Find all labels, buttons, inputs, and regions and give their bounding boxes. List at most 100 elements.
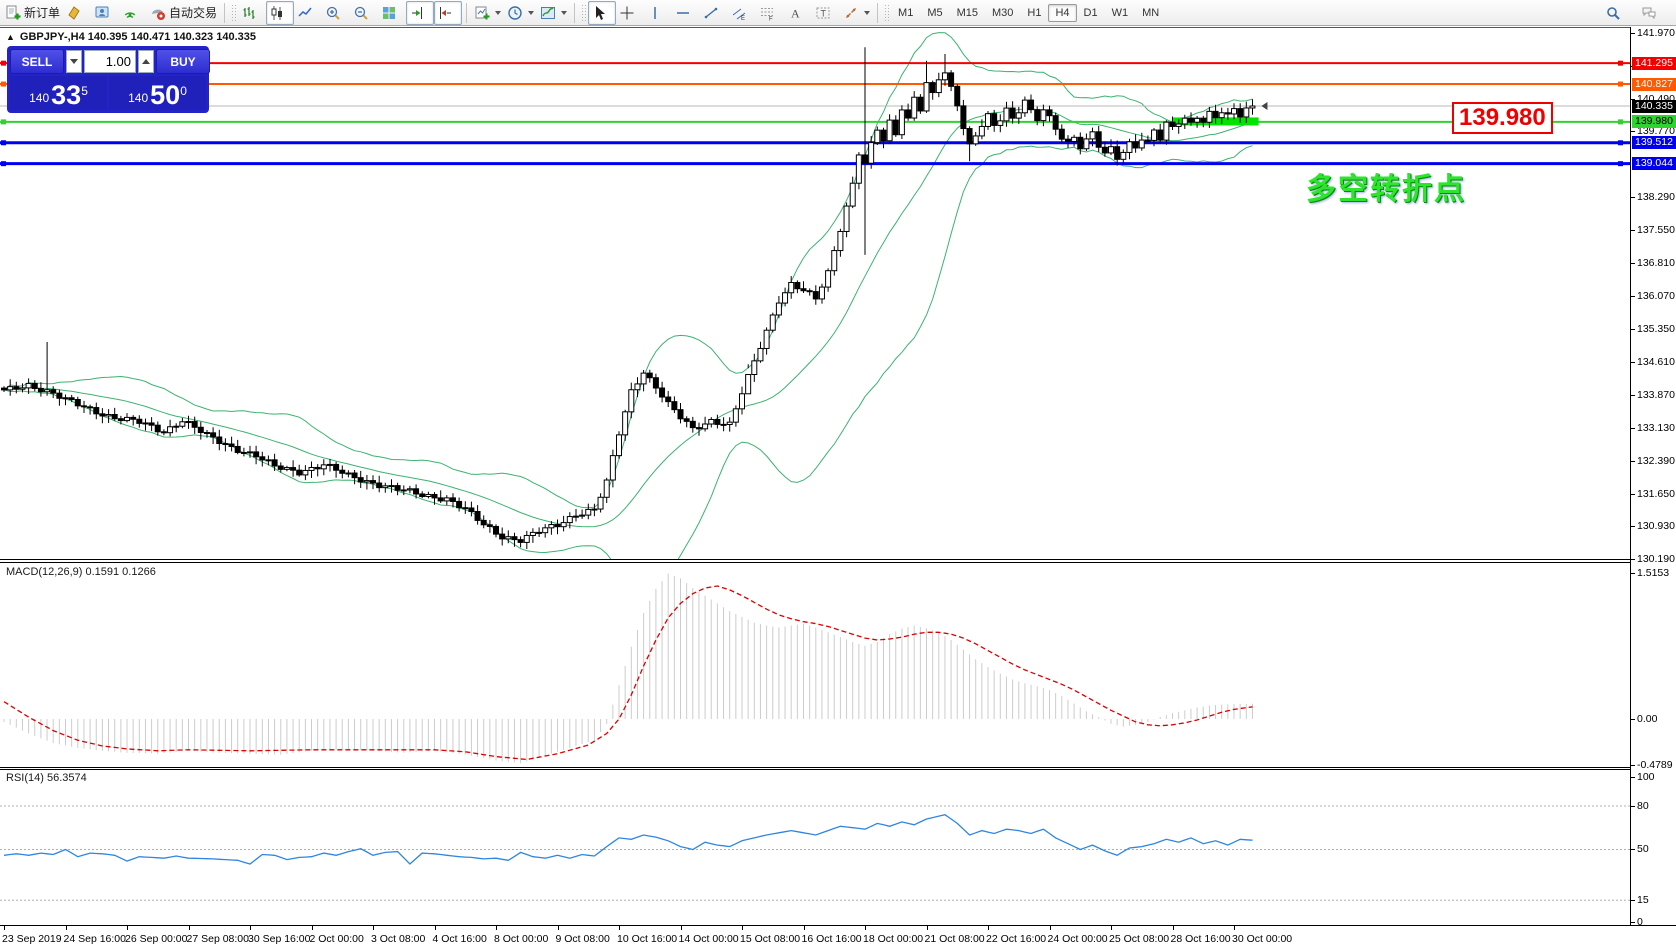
- bid-price-display[interactable]: 140 33 5: [10, 76, 107, 110]
- axis-tick: [1631, 197, 1635, 199]
- auto-scroll-icon: [437, 5, 453, 21]
- time-tick: [65, 926, 67, 930]
- price-tick-label: 131.650: [1637, 487, 1675, 500]
- tf-mn-button[interactable]: MN: [1142, 6, 1160, 19]
- vline-button[interactable]: [644, 1, 672, 25]
- time-tick: [311, 926, 313, 930]
- time-tick: [1049, 926, 1051, 930]
- price-badge-139.512: 139.512: [1632, 136, 1676, 150]
- chat-button[interactable]: [1638, 1, 1666, 25]
- search-button[interactable]: [1602, 1, 1630, 25]
- toolbar-grip[interactable]: [884, 3, 890, 22]
- market-watch-button[interactable]: [91, 1, 119, 25]
- main-chart-pane[interactable]: [0, 27, 1630, 560]
- time-tick-label: 25 Oct 08:00: [1109, 933, 1170, 945]
- turning-point-note[interactable]: 多空转折点: [1306, 173, 1466, 206]
- tf-h1-button[interactable]: H1: [1027, 6, 1042, 19]
- price-badge-139.980: 139.980: [1632, 115, 1676, 129]
- candlestick-icon: [269, 5, 285, 21]
- signals-icon: [122, 5, 138, 21]
- volume-input[interactable]: [84, 50, 136, 73]
- axis-tick: [1631, 328, 1635, 330]
- signals-button[interactable]: [119, 1, 147, 25]
- zoom-out-button[interactable]: [350, 1, 378, 25]
- channel-icon: E: [731, 5, 747, 21]
- bar-chart-button[interactable]: [238, 1, 266, 25]
- cursor-button[interactable]: [588, 0, 617, 25]
- price-callout-text-object[interactable]: 139.980: [1452, 102, 1553, 134]
- rsi-scale-label: 15: [1637, 894, 1649, 907]
- axis-tick: [1631, 131, 1635, 133]
- tf-w1-button[interactable]: W1: [1111, 6, 1129, 19]
- ask-price-display[interactable]: 140 50 0: [109, 76, 206, 110]
- period-button[interactable]: [504, 1, 537, 25]
- crosshair-button[interactable]: [616, 1, 644, 25]
- volume-decrease-button[interactable]: [66, 50, 82, 73]
- shift-end-button[interactable]: [406, 0, 435, 25]
- tf-m1-button[interactable]: M1: [898, 6, 914, 19]
- time-tick-label: 2 Oct 00:00: [309, 933, 364, 945]
- chevron-down-icon[interactable]: [528, 10, 535, 15]
- one-click-trade-panel: SELL BUY 140 33 5 140 50 0: [7, 46, 210, 113]
- candlestick-button[interactable]: [266, 0, 295, 25]
- chevron-down-icon[interactable]: [561, 10, 568, 15]
- time-tick-label: 10 Oct 16:00: [617, 933, 678, 945]
- axis-tick: [1631, 849, 1635, 851]
- toolbar-separator: [574, 2, 576, 23]
- arrows-button[interactable]: [840, 1, 873, 25]
- axis-tick: [1631, 460, 1635, 462]
- time-tick-label: 9 Oct 08:00: [555, 933, 610, 945]
- price-tick-label: 133.130: [1637, 421, 1675, 434]
- time-tick-label: 15 Oct 08:00: [740, 933, 801, 945]
- tf-m5-button[interactable]: M5: [927, 6, 943, 19]
- buy-button[interactable]: BUY: [156, 49, 210, 74]
- axis-tick: [1631, 263, 1635, 265]
- chart-profile-button[interactable]: [63, 1, 91, 25]
- chevron-down-icon[interactable]: [495, 10, 502, 15]
- new-order-button-label: 新订单: [24, 6, 61, 20]
- fibonacci-button[interactable]: F: [756, 1, 784, 25]
- rsi-scale-label: 50: [1637, 843, 1649, 856]
- macd-pane[interactable]: [0, 562, 1630, 768]
- auto-scroll-button[interactable]: [434, 0, 463, 25]
- label-button[interactable]: T: [812, 1, 840, 25]
- price-axis[interactable]: 141.970141.230140.490139.770138.290137.5…: [1630, 27, 1676, 928]
- line-chart-button[interactable]: [294, 1, 322, 25]
- volume-increase-button[interactable]: [138, 50, 154, 73]
- sell-button[interactable]: SELL: [10, 49, 64, 74]
- auto-trading-button[interactable]: 自动交易: [147, 1, 220, 25]
- trendline-button[interactable]: [700, 1, 728, 25]
- tile-windows-button[interactable]: [378, 1, 406, 25]
- macd-scale-label: 0.00: [1637, 713, 1658, 725]
- tf-m30-button[interactable]: M30: [992, 6, 1014, 19]
- text-button[interactable]: A: [784, 1, 812, 25]
- svg-text:E: E: [741, 16, 745, 21]
- shift-end-icon: [409, 5, 425, 21]
- bid-big-digits: 33: [51, 80, 82, 110]
- new-order-button[interactable]: 新订单: [2, 1, 63, 25]
- time-tick-label: 30 Sep 16:00: [248, 933, 311, 945]
- price-tick-label: 137.550: [1637, 224, 1675, 237]
- new-chart-button[interactable]: [471, 1, 504, 25]
- time-tick-label: 24 Oct 00:00: [1047, 933, 1108, 945]
- tf-m15-button[interactable]: M15: [956, 6, 978, 19]
- indicators-button[interactable]: [537, 1, 570, 25]
- tf-h4-button[interactable]: H4: [1048, 3, 1077, 22]
- toolbar-grip[interactable]: [231, 3, 237, 22]
- time-tick: [4, 926, 5, 930]
- rsi-pane[interactable]: [0, 769, 1630, 925]
- rsi-indicator-label: RSI(14) 56.3574: [6, 772, 87, 784]
- time-axis[interactable]: 23 Sep 2019 24 Sep 16:00 26 Sep 00:00 27 Se…: [0, 925, 1676, 948]
- text-icon: A: [787, 5, 803, 21]
- bid-pipette: 5: [81, 84, 88, 98]
- channel-button[interactable]: E: [728, 1, 756, 25]
- time-tick: [619, 926, 620, 930]
- tf-d1-button[interactable]: D1: [1083, 6, 1098, 19]
- hline-button[interactable]: [672, 1, 700, 25]
- collapse-panel-icon[interactable]: ▲: [6, 32, 15, 42]
- zoom-in-button[interactable]: [322, 1, 350, 25]
- chevron-down-icon[interactable]: [864, 10, 871, 15]
- price-tick-label: 130.930: [1637, 519, 1675, 532]
- chat-icon: [1641, 5, 1657, 21]
- toolbar-grip[interactable]: [581, 3, 587, 22]
